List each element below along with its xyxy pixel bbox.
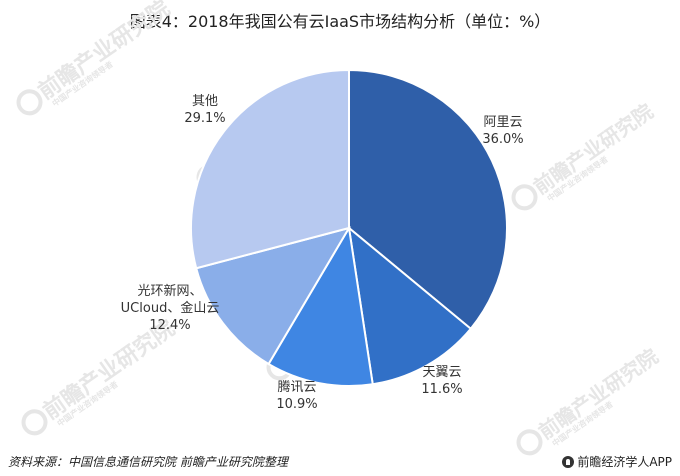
pie-labels: 阿里云 36.0% 天翼云 11.6% 腾讯云 10.9% 光环新网、UCloud、金山云 1… — [121, 94, 524, 412]
slice-value-0: 36.0% — [482, 132, 523, 147]
slice-label-0: 阿里云 — [483, 115, 522, 130]
pie-slice-2 — [267, 225, 374, 387]
slice-label-2: 腾讯云 — [277, 379, 316, 395]
pie-slice-1 — [347, 225, 473, 386]
slice-label-1: 天翼云 — [422, 365, 461, 380]
chart-title: 图表4：2018年我国公有云IaaS市场结构分析（单位：%） — [129, 12, 551, 31]
slice-value-3: 12.4% — [149, 318, 190, 333]
svg-text:前瞻产业研究院: 前瞻产业研究院 — [534, 344, 662, 444]
pie-slice-0 — [348, 68, 508, 331]
svg-text:前瞻产业研究院: 前瞻产业研究院 — [34, 0, 175, 105]
pie-slice-4 — [190, 68, 350, 270]
source-note: 资料来源：中国信息通信研究院 前瞻产业研究院整理 — [8, 455, 288, 469]
brand-mark: 前瞻经济学人APP — [562, 453, 672, 470]
slice-label-4: 其他 — [192, 94, 218, 109]
brand-name: 前瞻经济学人APP — [577, 455, 672, 469]
slice-label-3-line-1: UCloud、金山云 — [121, 300, 220, 316]
pie-slices — [190, 68, 508, 387]
pie-slice-3 — [194, 226, 352, 366]
svg-text:前瞻产业研究院: 前瞻产业研究院 — [529, 99, 657, 199]
slice-value-1: 11.6% — [421, 382, 462, 397]
slice-label-3-line-0: 光环新网、 — [137, 283, 202, 299]
slice-value-2: 10.9% — [276, 397, 317, 412]
brand-logo-icon — [562, 455, 575, 468]
slice-value-4: 29.1% — [184, 111, 225, 126]
